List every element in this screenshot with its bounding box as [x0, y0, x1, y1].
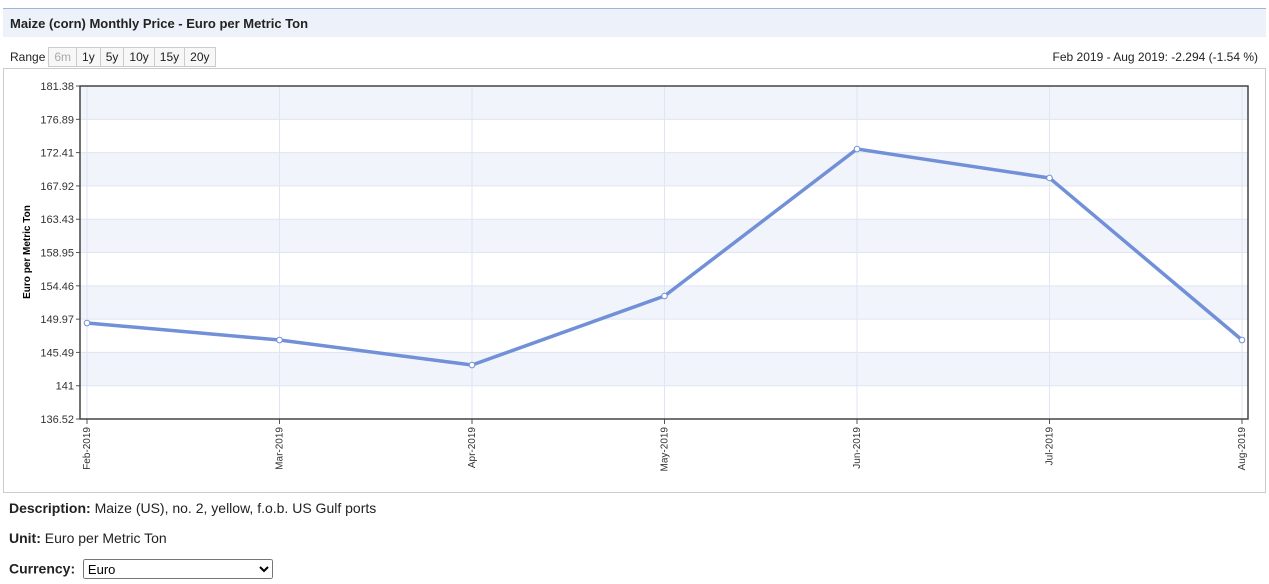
- y-tick-label: 167.92: [40, 181, 74, 193]
- data-point: [853, 145, 861, 153]
- chart: Euro per Metric Ton 136.52 141 145.49 149.9…: [3, 68, 1266, 493]
- data-point: [468, 361, 476, 369]
- range-button[interactable]: 15y: [153, 47, 186, 67]
- x-tick-label: Jul-2019: [1045, 427, 1056, 466]
- range-bar: Range 6m 1y 5y 10y 15y 20y: [10, 47, 216, 67]
- y-tick-label: 136.52: [40, 414, 74, 426]
- description: Description: Maize (US), no. 2, yellow, …: [9, 500, 376, 516]
- page-title: Maize (corn) Monthly Price - Euro per Me…: [10, 16, 309, 31]
- y-tick-label: 149.97: [40, 314, 74, 326]
- description-text: Maize (US), no. 2, yellow, f.o.b. US Gul…: [94, 500, 377, 516]
- unit-text: Euro per Metric Ton: [44, 530, 167, 546]
- range-button[interactable]: 20y: [184, 47, 216, 67]
- unit: Unit: Euro per Metric Ton: [9, 530, 167, 546]
- y-tick-label: 154.46: [40, 281, 74, 293]
- x-tick-label: Feb-2019: [82, 427, 93, 470]
- x-tick-label: Apr-2019: [467, 427, 478, 469]
- range-summary: Feb 2019 - Aug 2019: -2.294 (-1.54 %): [1052, 50, 1258, 64]
- y-axis-label: Euro per Metric Ton: [22, 205, 33, 299]
- y-tick-label: 158.95: [40, 248, 74, 260]
- data-point: [83, 319, 91, 327]
- y-tick-label: 145.49: [40, 347, 74, 359]
- x-tick-label: May-2019: [660, 427, 671, 472]
- data-point: [1238, 336, 1246, 344]
- range-label: Range: [10, 50, 46, 64]
- y-tick-label: 141: [56, 381, 74, 393]
- currency-label: Currency:: [9, 560, 76, 577]
- y-tick-label: 172.41: [40, 148, 74, 160]
- y-tick-label: 176.89: [40, 114, 74, 126]
- currency: Currency: Euro: [9, 559, 273, 579]
- y-tick-label: 181.38: [40, 81, 74, 93]
- x-tick-label: Mar-2019: [275, 427, 286, 470]
- x-tick-label: Aug-2019: [1237, 427, 1248, 471]
- data-point: [661, 292, 668, 300]
- unit-label: Unit:: [9, 530, 41, 546]
- data-point: [1046, 174, 1053, 182]
- header-bar: Maize (corn) Monthly Price - Euro per Me…: [3, 8, 1266, 37]
- description-label: Description:: [9, 500, 91, 516]
- range-button[interactable]: 6m: [48, 47, 78, 67]
- x-tick-label: Jun-2019: [852, 427, 863, 469]
- plot-border: [79, 85, 1249, 420]
- chart-frame: [3, 68, 1266, 493]
- data-point: [276, 336, 283, 344]
- currency-select[interactable]: Euro: [82, 559, 273, 579]
- y-tick-label: 163.43: [40, 214, 74, 226]
